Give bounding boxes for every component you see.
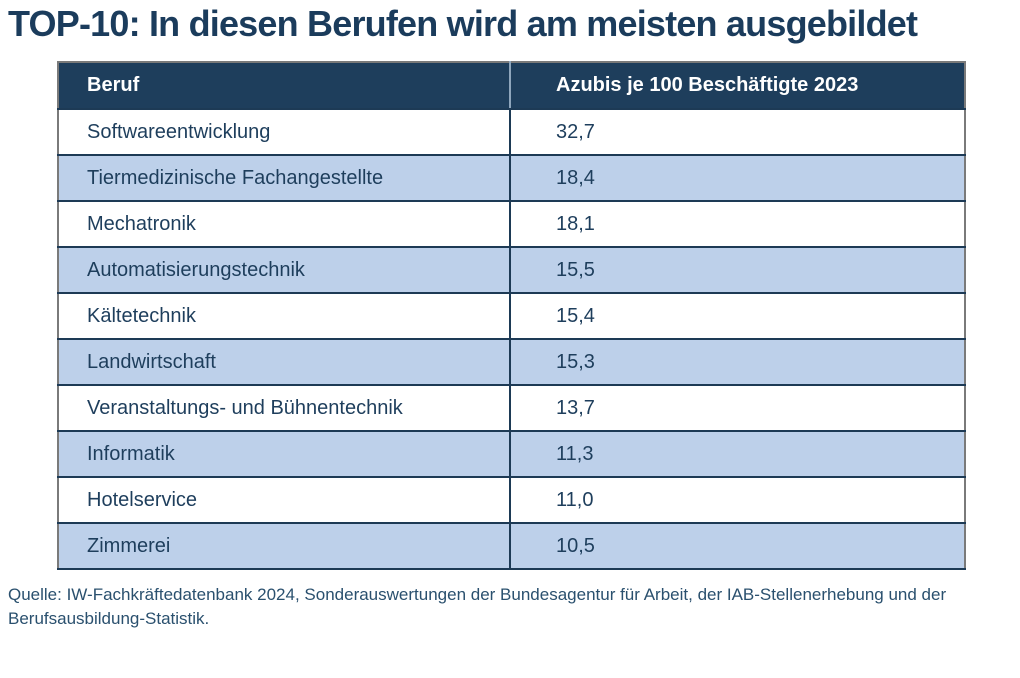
beruf-cell: Kältetechnik bbox=[58, 293, 511, 341]
value-cell: 13,7 bbox=[510, 385, 965, 433]
beruf-cell: Tiermedizinische Fachangestellte bbox=[58, 155, 511, 203]
column-header-azubis: Azubis je 100 Beschäftigte 2023 bbox=[510, 62, 965, 111]
beruf-cell: Mechatronik bbox=[58, 201, 511, 249]
table-row: Veranstaltungs- und Bühnentechnik 13,7 bbox=[58, 385, 965, 433]
table-row: Softwareentwicklung 32,7 bbox=[58, 109, 965, 157]
beruf-cell: Hotelservice bbox=[58, 477, 511, 525]
value-cell: 18,1 bbox=[510, 201, 965, 249]
table-row: Tiermedizinische Fachangestellte 18,4 bbox=[58, 155, 965, 203]
value-cell: 18,4 bbox=[510, 155, 965, 203]
value-cell: 11,0 bbox=[510, 477, 965, 525]
column-header-beruf: Beruf bbox=[58, 62, 511, 111]
beruf-cell: Landwirtschaft bbox=[58, 339, 511, 387]
table-header: Beruf Azubis je 100 Beschäftigte 2023 bbox=[58, 62, 965, 111]
page-title: TOP-10: In diesen Berufen wird am meiste… bbox=[8, 3, 918, 44]
table-header-row: Beruf Azubis je 100 Beschäftigte 2023 bbox=[58, 62, 965, 111]
top10-table: Beruf Azubis je 100 Beschäftigte 2023 So… bbox=[57, 61, 966, 571]
value-cell: 10,5 bbox=[510, 523, 965, 571]
table-row: Hotelservice 11,0 bbox=[58, 477, 965, 525]
value-cell: 15,4 bbox=[510, 293, 965, 341]
value-cell: 15,5 bbox=[510, 247, 965, 295]
table-body: Softwareentwicklung 32,7 Tiermedizinische … bbox=[58, 109, 965, 571]
table-row: Landwirtschaft 15,3 bbox=[58, 339, 965, 387]
table-row: Informatik 11,3 bbox=[58, 431, 965, 479]
beruf-cell: Veranstaltungs- und Bühnentechnik bbox=[58, 385, 511, 433]
value-cell: 11,3 bbox=[510, 431, 965, 479]
beruf-cell: Automatisierungstechnik bbox=[58, 247, 511, 295]
table-row: Automatisierungstechnik 15,5 bbox=[58, 247, 965, 295]
value-cell: 32,7 bbox=[510, 109, 965, 157]
table-row: Zimmerei 10,5 bbox=[58, 523, 965, 571]
table-row: Kältetechnik 15,4 bbox=[58, 293, 965, 341]
beruf-cell: Softwareentwicklung bbox=[58, 109, 511, 157]
source-note: Quelle: IW-Fachkräftedatenbank 2024, Son… bbox=[8, 585, 947, 628]
beruf-cell: Informatik bbox=[58, 431, 511, 479]
table-container: Beruf Azubis je 100 Beschäftigte 2023 So… bbox=[57, 61, 966, 571]
value-cell: 15,3 bbox=[510, 339, 965, 387]
table-row: Mechatronik 18,1 bbox=[58, 201, 965, 249]
beruf-cell: Zimmerei bbox=[58, 523, 511, 571]
